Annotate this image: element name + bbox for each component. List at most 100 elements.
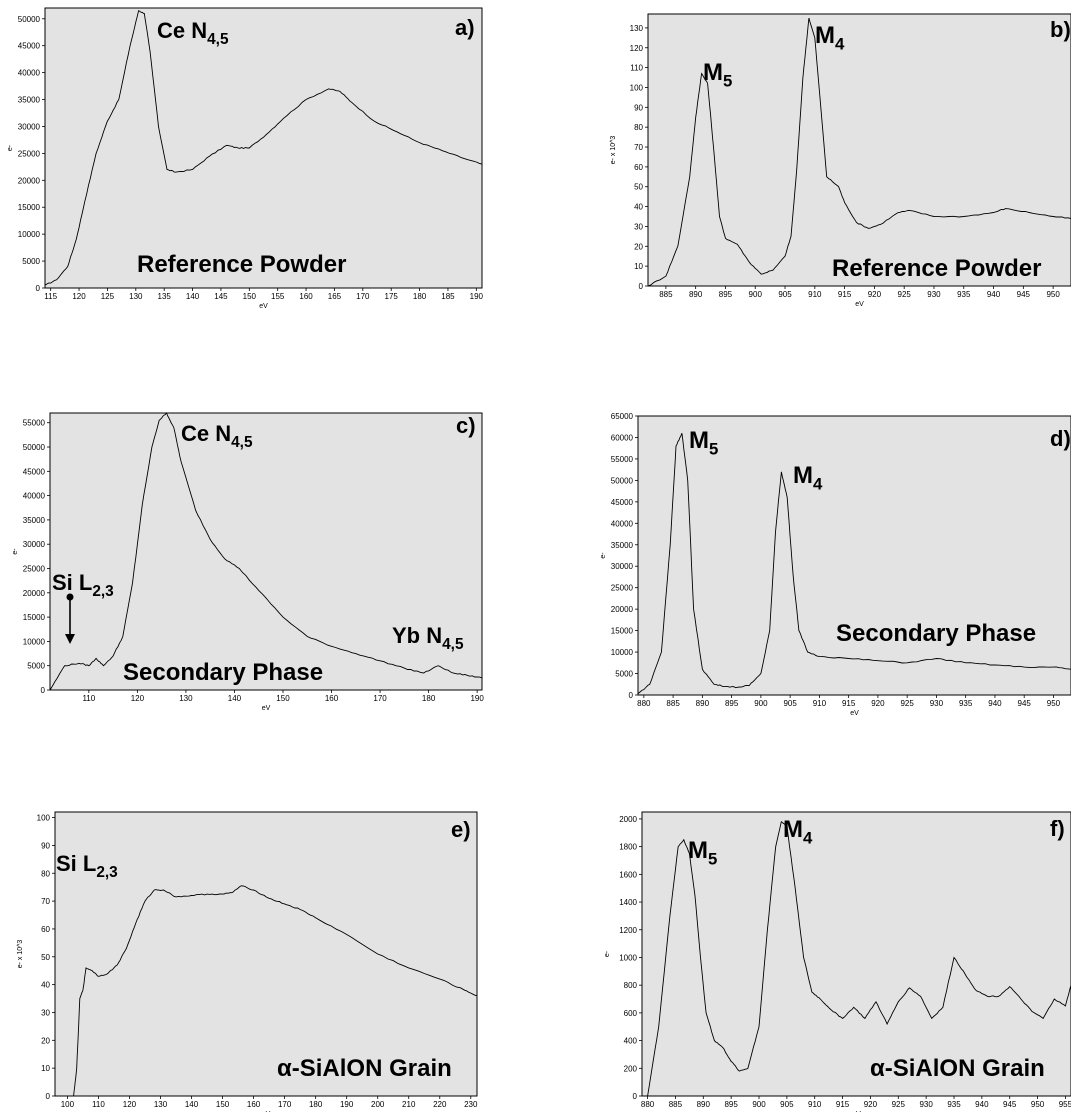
y-tick-label: 2000 <box>619 815 637 824</box>
x-tick-label: 155 <box>271 292 285 301</box>
x-tick-label: 950 <box>1046 290 1060 299</box>
y-tick-label: 130 <box>630 24 644 33</box>
y-tick-label: 25000 <box>23 565 46 574</box>
x-tick-label: 190 <box>340 1100 354 1109</box>
x-tick-label: 230 <box>464 1100 478 1109</box>
y-tick-label: 80 <box>634 123 643 132</box>
y-axis-label: e- <box>600 552 607 559</box>
x-tick-label: 935 <box>959 699 973 708</box>
y-tick-label: 40000 <box>611 519 634 528</box>
spectrum-line <box>637 433 1071 695</box>
y-axis-label: e- <box>7 144 14 151</box>
y-tick-label: 10000 <box>23 637 46 646</box>
annotation-tag: f) <box>1050 816 1065 841</box>
y-tick-label: 0 <box>629 691 634 700</box>
x-tick-label: 130 <box>154 1100 168 1109</box>
x-tick-label: 180 <box>422 694 436 703</box>
y-tick-label: 30000 <box>23 540 46 549</box>
y-tick-label: 45000 <box>23 467 46 476</box>
y-tick-label: 5000 <box>22 257 40 266</box>
y-tick-label: 15000 <box>611 627 634 636</box>
x-tick-label: 150 <box>276 694 290 703</box>
x-tick-label: 890 <box>697 1100 711 1109</box>
plot-area <box>54 811 478 1097</box>
x-tick-label: 885 <box>659 290 673 299</box>
y-tick-label: 5000 <box>615 670 633 679</box>
x-tick-label: 900 <box>754 699 768 708</box>
y-tick-label: 80 <box>41 869 50 878</box>
x-tick-label: 935 <box>957 290 971 299</box>
y-tick-label: 1200 <box>619 926 637 935</box>
x-tick-label: 170 <box>356 292 370 301</box>
annotation-tag: d) <box>1050 426 1071 451</box>
y-tick-label: 45000 <box>611 498 634 507</box>
x-tick-label: 190 <box>470 292 484 301</box>
y-tick-label: 90 <box>634 103 643 112</box>
plot-area <box>44 7 483 289</box>
x-tick-label: 920 <box>871 699 885 708</box>
y-tick-label: 20 <box>41 1036 50 1045</box>
x-tick-label: 895 <box>719 290 733 299</box>
x-axis-label: eV <box>850 710 859 717</box>
x-tick-label: 910 <box>808 290 822 299</box>
y-tick-label: 70 <box>41 897 50 906</box>
y-tick-label: 110 <box>630 64 643 73</box>
x-tick-label: 170 <box>373 694 387 703</box>
x-tick-label: 950 <box>1031 1100 1045 1109</box>
x-tick-label: 140 <box>228 694 242 703</box>
y-tick-label: 30 <box>634 222 643 231</box>
x-tick-label: 880 <box>637 699 651 708</box>
x-tick-label: 145 <box>214 292 228 301</box>
spectrum-line <box>49 412 483 691</box>
annotation-m5: M5 <box>703 59 732 91</box>
y-tick-label: 1400 <box>619 898 637 907</box>
x-tick-label: 910 <box>808 1100 822 1109</box>
panel-b: 885 890 895 900 905 910 915 920 925 930 935 940 945 9… <box>610 13 1071 308</box>
y-tick-label: 25000 <box>18 149 41 158</box>
y-tick-label: 5000 <box>27 662 45 671</box>
panel-d: 880 885 890 895 900 905 910 915 920 925 930 935 940 9… <box>600 412 1071 717</box>
annotation-si: Si L2,3 <box>56 851 118 881</box>
y-tick-label: 0 <box>36 284 41 293</box>
x-tick-label: 945 <box>1017 290 1031 299</box>
y-tick-label: 30000 <box>611 562 634 571</box>
annotation-m4: M4 <box>793 462 823 494</box>
annotation-sample: Secondary Phase <box>123 659 323 686</box>
y-tick-label: 120 <box>630 44 644 53</box>
annotation-yb: Yb N4,5 <box>392 623 464 653</box>
x-tick-label: 905 <box>783 699 797 708</box>
annotation-m5: M5 <box>689 427 718 459</box>
x-tick-label: 935 <box>947 1100 961 1109</box>
x-tick-label: 110 <box>82 694 95 703</box>
x-tick-label: 125 <box>101 292 115 301</box>
y-tick-label: 70 <box>634 143 643 152</box>
x-tick-label: 905 <box>778 290 792 299</box>
x-tick-label: 910 <box>813 699 827 708</box>
y-tick-label: 60000 <box>611 433 634 442</box>
y-tick-label: 60 <box>634 163 643 172</box>
x-tick-label: 135 <box>158 292 172 301</box>
y-tick-label: 100 <box>37 814 51 823</box>
x-tick-label: 930 <box>919 1100 933 1109</box>
y-tick-label: 35000 <box>611 541 634 550</box>
y-tick-label: 200 <box>624 1064 638 1073</box>
x-tick-label: 210 <box>402 1100 416 1109</box>
annotation-sample: Reference Powder <box>832 255 1041 282</box>
x-tick-label: 900 <box>752 1100 766 1109</box>
y-tick-label: 50 <box>634 183 643 192</box>
annotation-m4: M4 <box>815 22 845 54</box>
y-axis-label: e- <box>12 548 19 555</box>
plot-area <box>637 415 1071 696</box>
annotation-sample: α-SiAlON Grain <box>277 1055 452 1082</box>
annotation-tag: e) <box>451 817 471 842</box>
x-tick-label: 140 <box>185 1100 199 1109</box>
y-tick-label: 65000 <box>611 412 634 421</box>
annotation-si: Si L2,3 <box>52 570 114 600</box>
y-tick-label: 1600 <box>619 870 637 879</box>
x-tick-label: 885 <box>666 699 680 708</box>
y-tick-label: 800 <box>624 981 638 990</box>
x-tick-label: 930 <box>930 699 944 708</box>
x-tick-label: 170 <box>278 1100 292 1109</box>
y-tick-label: 55000 <box>611 455 634 464</box>
y-tick-label: 90 <box>41 841 50 850</box>
